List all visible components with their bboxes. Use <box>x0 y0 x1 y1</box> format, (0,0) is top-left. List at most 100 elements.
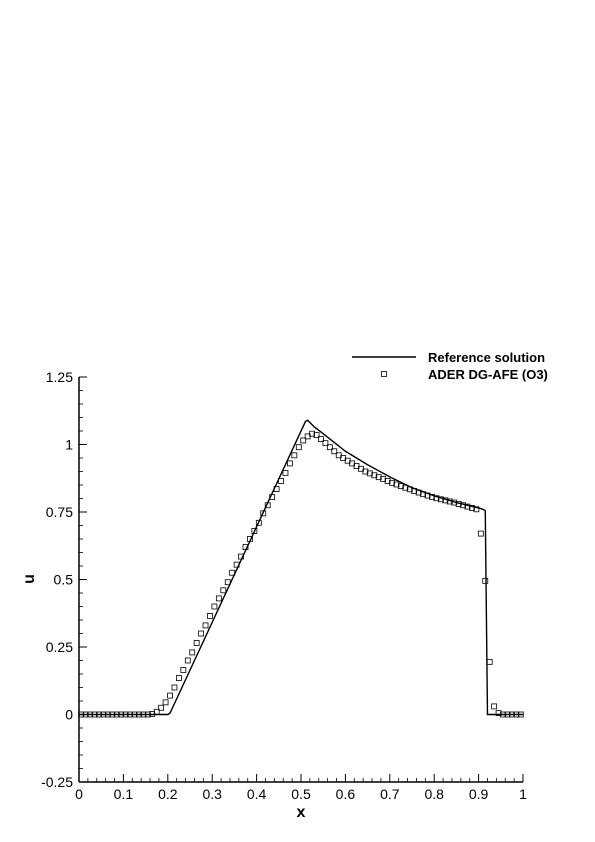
ader-dg-afe-point <box>127 711 133 718</box>
ader-dg-afe-series <box>78 430 524 718</box>
ader-dg-afe-point <box>375 474 382 481</box>
ader-dg-afe-point <box>326 444 333 451</box>
ader-dg-afe-point <box>295 444 302 451</box>
ader-dg-afe-point <box>269 494 276 501</box>
ader-dg-afe-point <box>184 657 191 664</box>
ader-dg-afe-point <box>224 579 231 586</box>
ader-dg-afe-point <box>473 506 480 513</box>
ader-dg-afe-point <box>424 492 431 499</box>
ader-dg-afe-point <box>442 497 449 504</box>
ader-dg-afe-point <box>491 703 498 710</box>
ader-dg-afe-point <box>167 692 173 699</box>
ader-dg-afe-point <box>411 488 418 494</box>
ader-dg-afe-point <box>136 711 142 718</box>
ader-dg-afe-point <box>469 505 475 511</box>
ader-dg-afe-point <box>100 711 107 718</box>
ader-dg-afe-point <box>482 577 489 584</box>
ader-dg-afe-point <box>331 448 338 455</box>
ader-dg-afe-point <box>464 503 471 510</box>
ader-dg-afe-point <box>158 704 165 711</box>
ader-dg-afe-point <box>189 649 196 656</box>
ader-dg-afe-point <box>140 711 147 718</box>
ader-dg-afe-point <box>389 479 395 486</box>
legend: Reference solution ADER DG-AFE (O3) <box>352 350 548 382</box>
ader-dg-afe-point <box>131 711 138 718</box>
ader-dg-afe-point <box>455 500 462 507</box>
x-tick-label: 0 <box>75 786 83 802</box>
x-tick-label: 0.3 <box>202 786 222 802</box>
legend-label-ader: ADER DG-AFE (O3) <box>428 367 548 382</box>
ader-dg-afe-point <box>318 436 324 443</box>
ader-dg-afe-point <box>118 711 125 718</box>
ader-dg-afe-point <box>362 468 369 475</box>
ader-dg-afe-point <box>477 530 484 537</box>
ader-dg-afe-point <box>202 622 209 629</box>
ader-dg-afe-point <box>109 711 116 718</box>
ader-dg-afe-point <box>242 544 249 550</box>
ader-dg-afe-point <box>211 603 218 610</box>
y-tick-label: 1.25 <box>46 369 73 385</box>
ader-dg-afe-point <box>215 595 222 602</box>
ader-dg-afe-point <box>104 711 111 718</box>
ader-dg-afe-point <box>278 478 284 484</box>
y-axis-label: u <box>21 574 38 584</box>
ader-dg-afe-point <box>144 711 151 718</box>
ader-dg-afe-point <box>260 510 267 517</box>
ader-dg-afe-point <box>264 502 271 509</box>
ader-dg-afe-point <box>207 613 213 619</box>
ader-dg-afe-point <box>486 658 493 665</box>
x-tick-label: 0.2 <box>158 786 178 802</box>
legend-marker-swatch <box>381 371 387 377</box>
ader-dg-afe-point <box>153 708 160 715</box>
ader-dg-afe-point <box>87 711 93 718</box>
ader-dg-afe-point <box>171 684 178 691</box>
ader-dg-afe-point <box>415 489 422 496</box>
x-tick-label: 1 <box>519 786 527 802</box>
ader-dg-afe-point <box>78 711 85 718</box>
ader-dg-afe-point <box>446 498 453 505</box>
ader-dg-afe-point <box>229 569 236 576</box>
y-tick-label: -0.25 <box>41 774 73 790</box>
ader-dg-afe-point <box>162 699 169 706</box>
ader-dg-afe-point <box>366 470 373 477</box>
ader-dg-afe-point <box>437 496 444 503</box>
y-tick-label: 0.25 <box>46 639 73 655</box>
y-tick-label: 0.75 <box>46 504 73 520</box>
ader-dg-afe-point <box>255 519 262 526</box>
ader-dg-afe-point <box>371 472 378 479</box>
ader-dg-afe-point <box>508 711 515 718</box>
ader-dg-afe-point <box>500 711 506 718</box>
x-tick-label: 0.4 <box>247 786 267 802</box>
x-tick-label: 0.6 <box>336 786 356 802</box>
ader-dg-afe-point <box>175 675 182 681</box>
x-tick-label: 0.7 <box>380 786 400 802</box>
ader-dg-afe-point <box>233 561 240 568</box>
x-tick-label: 0.5 <box>291 786 311 802</box>
x-tick-label: 0.1 <box>114 786 134 802</box>
ader-dg-afe-point <box>113 711 120 718</box>
ader-dg-afe-point <box>251 528 258 534</box>
ader-dg-afe-point <box>180 667 187 673</box>
ader-dg-afe-point <box>247 536 253 542</box>
ader-dg-afe-point <box>91 711 98 718</box>
x-axis-label: x <box>297 804 306 821</box>
reference-solution-series <box>79 419 523 716</box>
ader-dg-afe-point <box>193 640 200 646</box>
ader-dg-afe-point <box>96 711 102 718</box>
ader-dg-afe-point <box>517 711 524 718</box>
ader-dg-afe-point <box>273 486 280 492</box>
ader-dg-afe-point <box>495 710 502 717</box>
ader-dg-afe-point <box>504 711 511 718</box>
chart-axes: 0 0.1 0.2 0.3 0.4 0.5 0.6 0.7 0.8 0.9 1-0.2500.250… <box>41 369 527 802</box>
ader-dg-afe-point <box>291 452 298 459</box>
y-tick-label: 0 <box>65 707 73 723</box>
ader-dg-afe-point <box>198 630 205 637</box>
ader-dg-afe-point <box>322 440 329 447</box>
ader-dg-afe-point <box>82 711 89 718</box>
ader-dg-afe-point <box>220 587 227 594</box>
ader-dg-afe-point <box>286 460 293 467</box>
ader-dg-afe-point <box>433 495 440 502</box>
ader-dg-afe-point <box>313 432 320 438</box>
reference-solution-line <box>79 419 523 716</box>
